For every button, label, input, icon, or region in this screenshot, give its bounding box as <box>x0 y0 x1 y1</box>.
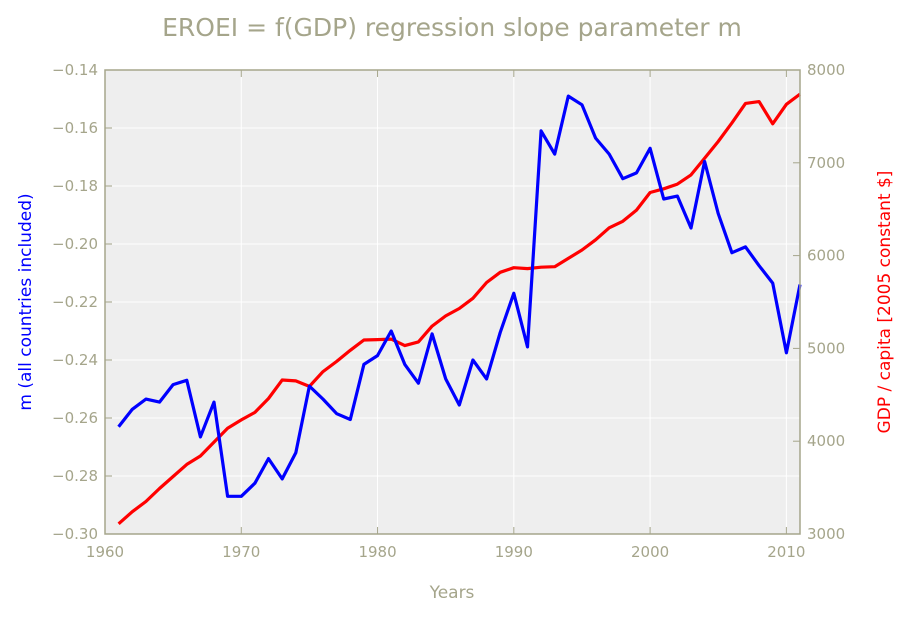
y-right-tick-label: 3000 <box>807 525 845 543</box>
y-left-tick-label: −0.24 <box>52 351 98 369</box>
y-axis-left: −0.14 −0.16 −0.18 −0.20 −0.22 −0.24 −0.26 −0.28… <box>52 61 112 543</box>
x-tick-label: 1960 <box>86 543 124 561</box>
x-tick-label: 1990 <box>495 543 533 561</box>
y-axis-left-label: m (all countries included) <box>16 193 36 410</box>
y-right-tick-label: 4000 <box>807 432 845 450</box>
series-layer <box>117 92 802 525</box>
y-right-tick-label: 5000 <box>807 339 845 357</box>
y-left-tick-label: −0.26 <box>52 409 98 427</box>
gdp-per-capita-line <box>117 92 801 525</box>
y-left-tick-label: −0.30 <box>52 525 98 543</box>
y-left-tick-label: −0.22 <box>52 293 98 311</box>
slope-m-line <box>117 94 802 498</box>
x-axis-label: Years <box>429 583 475 603</box>
y-axis-right-label: GDP / capita [2005 constant $] <box>875 171 895 434</box>
y-axis-right: 8000 7000 6000 5000 4000 3000 <box>793 61 845 543</box>
y-left-tick-label: −0.14 <box>52 61 98 79</box>
chart-title: EROEI = f(GDP) regression slope paramete… <box>162 13 742 42</box>
x-tick-label: 1970 <box>222 543 260 561</box>
y-left-tick-label: −0.20 <box>52 235 98 253</box>
y-left-tick-label: −0.16 <box>52 119 98 137</box>
x-tick-label: 1980 <box>358 543 396 561</box>
y-right-tick-label: 6000 <box>807 247 845 265</box>
x-tick-label: 2010 <box>767 543 805 561</box>
y-left-tick-label: −0.18 <box>52 177 98 195</box>
y-left-tick-label: −0.28 <box>52 467 98 485</box>
y-right-tick-label: 8000 <box>807 61 845 79</box>
y-right-tick-label: 7000 <box>807 154 845 172</box>
x-axis: 1960 1970 1980 1990 2000 2010 <box>86 70 805 561</box>
x-tick-label: 2000 <box>631 543 669 561</box>
